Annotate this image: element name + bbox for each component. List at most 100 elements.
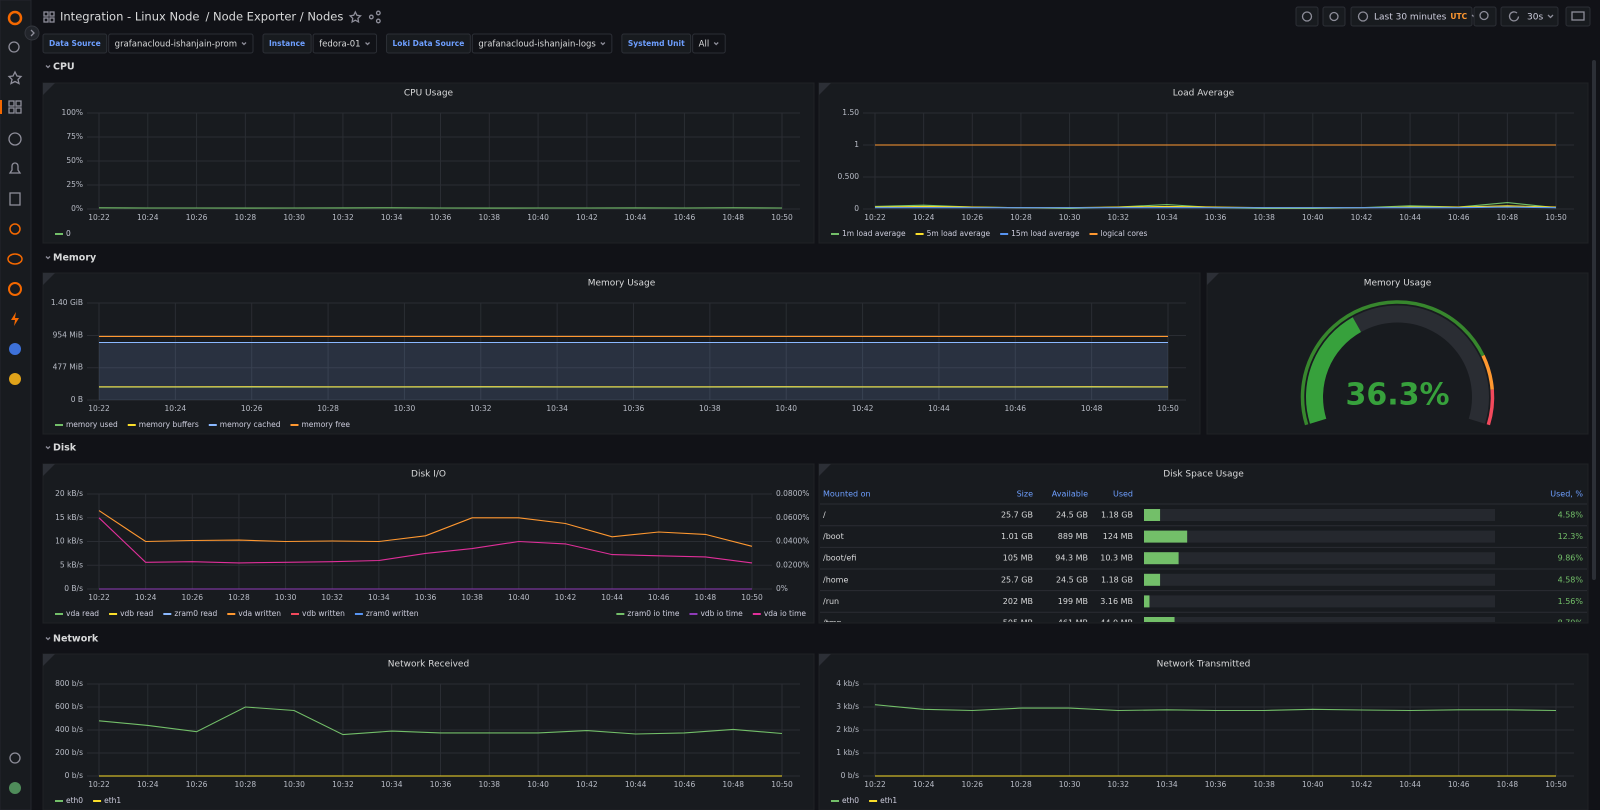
panel-title[interactable]: Network Received: [388, 660, 469, 670]
row-title[interactable]: Disk: [53, 443, 77, 454]
legend-label[interactable]: memory used: [66, 420, 118, 429]
legend-label[interactable]: logical cores: [1101, 229, 1148, 238]
x-tick-label: 10:38: [478, 213, 500, 222]
kiosk-button[interactable]: [1566, 7, 1590, 26]
usage-bar: [1144, 531, 1187, 543]
x-tick-label: 10:44: [601, 593, 623, 602]
dashboard-title[interactable]: Integration - Linux Node: [60, 10, 199, 24]
expand-button[interactable]: [25, 26, 39, 40]
table-cell: 124 MB: [1103, 532, 1133, 541]
column-header[interactable]: Available: [1052, 490, 1088, 499]
y-tick-label: 477 MiB: [53, 363, 83, 372]
x-tick-label: 10:32: [470, 404, 492, 413]
x-tick-label: 10:32: [332, 213, 354, 222]
used-percent: 9.86%: [1558, 554, 1584, 563]
user-avatar[interactable]: [9, 782, 21, 794]
legend-label[interactable]: zram0 read: [174, 609, 217, 618]
row-title[interactable]: CPU: [53, 62, 75, 73]
x-tick-label: 10:42: [852, 404, 874, 413]
row-title[interactable]: Memory: [53, 253, 97, 264]
legend-label[interactable]: vdb read: [120, 609, 153, 618]
used-percent: 1.56%: [1558, 597, 1584, 606]
legend-label[interactable]: vda io time: [764, 609, 807, 618]
column-header[interactable]: Size: [1017, 490, 1034, 499]
legend-label[interactable]: 1m load average: [842, 229, 906, 238]
used-percent: 4.58%: [1558, 575, 1584, 584]
legend-label[interactable]: memory buffers: [139, 420, 199, 429]
legend-label[interactable]: memory cached: [220, 420, 281, 429]
x-tick-label: 10:36: [415, 593, 437, 602]
legend-label[interactable]: memory free: [301, 420, 350, 429]
y-tick-label: 400 b/s: [55, 725, 83, 734]
x-tick-label: 10:30: [283, 213, 305, 222]
x-tick-label: 10:40: [1302, 213, 1324, 222]
x-tick-label: 10:34: [1156, 780, 1178, 789]
x-tick-label: 10:42: [1351, 213, 1373, 222]
legend-label[interactable]: vda read: [66, 609, 99, 618]
x-tick-label: 10:24: [135, 593, 157, 602]
legend-label[interactable]: eth0: [842, 796, 859, 805]
panel: Load Average00.50011.5010:2210:2410:2610…: [819, 83, 1588, 243]
legend-label[interactable]: vdb io time: [700, 609, 743, 618]
legend-label[interactable]: vda written: [238, 609, 281, 618]
y-tick-label: 0 B/s: [64, 584, 83, 593]
panel-title[interactable]: Memory Usage: [1364, 279, 1432, 289]
time-range[interactable]: Last 30 minutes: [1374, 13, 1447, 23]
legend-label[interactable]: zram0 written: [366, 609, 419, 618]
x-tick-label: 10:36: [623, 404, 645, 413]
x-tick-label: 10:26: [181, 593, 203, 602]
table-cell: /boot: [823, 532, 844, 541]
synthetic-icon[interactable]: [9, 373, 21, 385]
legend-label[interactable]: eth1: [104, 796, 121, 805]
legend-label[interactable]: eth0: [66, 796, 83, 805]
variable-value[interactable]: All: [699, 40, 710, 50]
info-button[interactable]: [1296, 7, 1318, 26]
usage-bar: [1144, 595, 1149, 607]
x-tick-label: 10:48: [722, 213, 744, 222]
variable-value[interactable]: fedora-01: [319, 40, 360, 50]
column-header[interactable]: Mounted on: [823, 490, 871, 499]
x-tick-label: 10:50: [1157, 404, 1179, 413]
x-tick-label: 10:46: [648, 593, 670, 602]
kubernetes-icon[interactable]: [9, 343, 21, 355]
x-tick-label: 10:26: [241, 404, 263, 413]
variable-label: Loki Data Source: [393, 39, 465, 48]
panel-title[interactable]: Network Transmitted: [1157, 660, 1251, 670]
panel-title[interactable]: Load Average: [1173, 89, 1235, 99]
variable-value[interactable]: grafanacloud-ishanjain-logs: [478, 40, 596, 50]
panel-title[interactable]: Memory Usage: [588, 279, 656, 289]
panel: CPU Usage0%25%50%75%100%10:2210:2410:261…: [43, 83, 814, 243]
x-tick-label: 10:26: [961, 213, 983, 222]
column-header[interactable]: Used, %: [1550, 490, 1583, 499]
panel-title[interactable]: Disk Space Usage: [1163, 470, 1244, 480]
legend-label[interactable]: 15m load average: [1011, 229, 1080, 238]
zoom-out-button[interactable]: [1474, 7, 1496, 26]
y-tick-label: 0.500: [838, 172, 860, 181]
table-cell: 25.7 GB: [1001, 511, 1033, 520]
legend-label[interactable]: zram0 io time: [627, 609, 679, 618]
column-header[interactable]: Used: [1113, 490, 1133, 499]
series-line: [875, 207, 1556, 208]
legend-label[interactable]: vdb written: [302, 609, 345, 618]
x-tick-label: 10:50: [771, 213, 793, 222]
legend-label[interactable]: 5m load average: [927, 229, 991, 238]
x-tick-label: 10:28: [1010, 780, 1032, 789]
settings-button[interactable]: [1323, 7, 1345, 26]
legend-label[interactable]: eth1: [880, 796, 897, 805]
x-tick-label: 10:22: [88, 593, 110, 602]
variable-value[interactable]: grafanacloud-ishanjain-prom: [115, 40, 237, 50]
refresh-interval[interactable]: 30s: [1527, 13, 1543, 23]
bar-background: [1144, 509, 1495, 521]
x-tick-label: 10:42: [1351, 780, 1373, 789]
y-tick-label: 50%: [66, 156, 83, 165]
table-cell: 889 MB: [1058, 532, 1088, 541]
series-area: [99, 343, 1168, 401]
scrollbar[interactable]: [1592, 60, 1596, 580]
legend-label[interactable]: 0: [66, 229, 71, 238]
breadcrumb[interactable]: / Node Exporter / Nodes: [205, 10, 343, 24]
table-cell: 1.01 GB: [1001, 532, 1033, 541]
panel-title[interactable]: CPU Usage: [404, 89, 454, 99]
row-title[interactable]: Network: [53, 634, 99, 645]
panel-title[interactable]: Disk I/O: [411, 470, 446, 480]
